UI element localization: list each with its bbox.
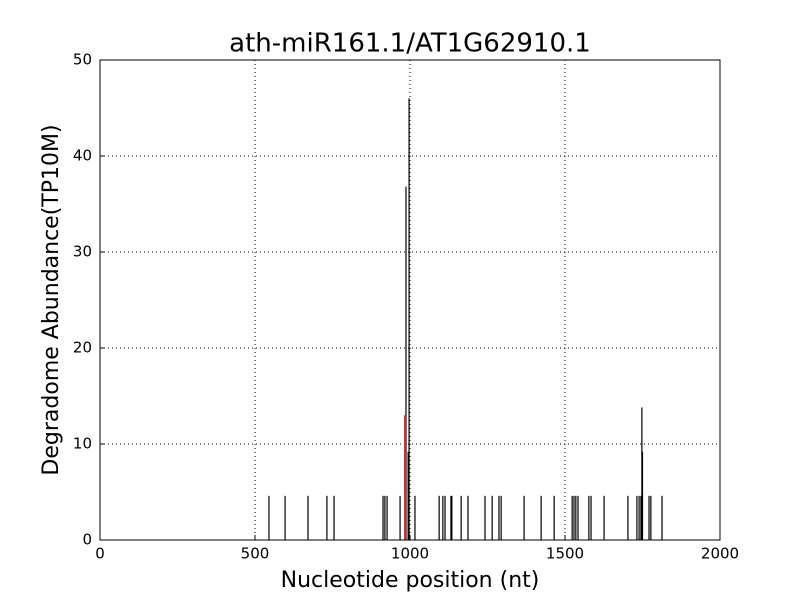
plot-frame xyxy=(99,59,721,541)
y-tick-label: 20 xyxy=(73,339,92,357)
x-tick-label: 1500 xyxy=(546,545,584,563)
y-tick-label: 10 xyxy=(73,435,92,453)
x-tick-label: 500 xyxy=(241,545,270,563)
x-tick-label: 0 xyxy=(95,545,105,563)
y-tick-label: 50 xyxy=(73,51,92,69)
y-tick-label: 0 xyxy=(82,531,92,549)
y-tick-label: 30 xyxy=(73,243,92,261)
x-tick-label: 1000 xyxy=(391,545,429,563)
y-tick-label: 40 xyxy=(73,147,92,165)
y-axis-label: Degradome Abundance(TP10M) xyxy=(39,124,64,475)
x-tick-label: 2000 xyxy=(701,545,739,563)
x-axis-label: Nucleotide position (nt) xyxy=(281,568,540,593)
chart-title: ath-miR161.1/AT1G62910.1 xyxy=(229,29,591,59)
